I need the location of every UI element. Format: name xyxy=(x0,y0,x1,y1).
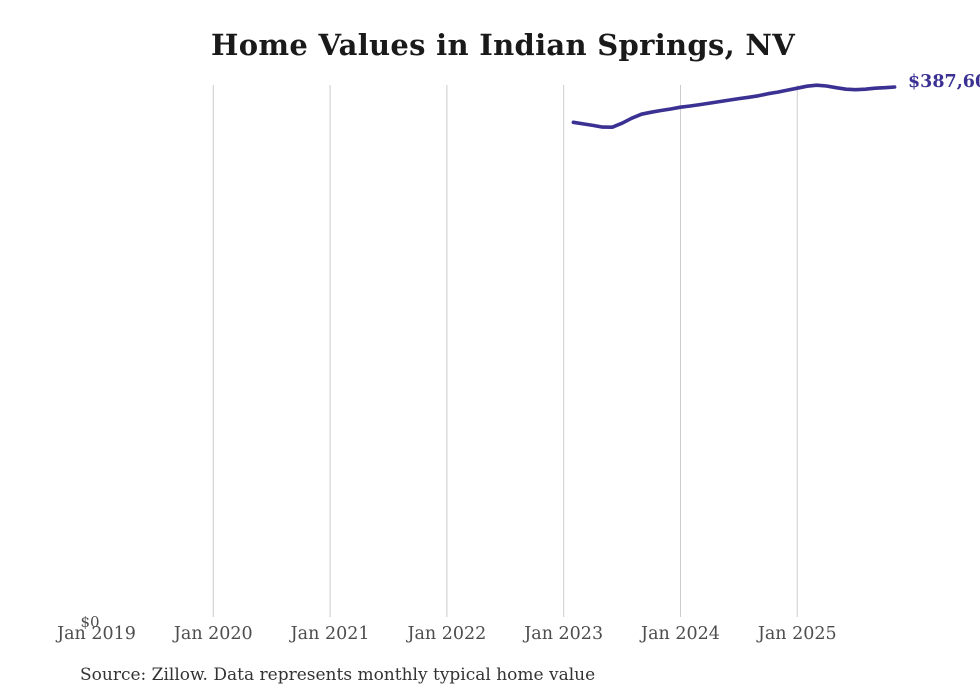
home-value-line xyxy=(571,83,897,129)
source-note: Source: Zillow. Data represents monthly … xyxy=(80,665,596,685)
y-axis-zero-label: $0 xyxy=(80,613,100,631)
x-tick-label: Jan 2025 xyxy=(757,624,837,644)
line-end-value-label: $387,600 xyxy=(908,72,980,92)
x-tick-label: Jan 2024 xyxy=(641,624,720,644)
chart-title: Home Values in Indian Springs, NV xyxy=(211,28,795,62)
x-tick-label: Jan 2020 xyxy=(173,624,253,644)
x-tick-label: Jan 2019 xyxy=(57,624,136,644)
x-tick-label: Jan 2023 xyxy=(524,624,604,644)
x-tick-label: Jan 2022 xyxy=(407,624,487,644)
x-tick-label: Jan 2021 xyxy=(290,624,370,644)
